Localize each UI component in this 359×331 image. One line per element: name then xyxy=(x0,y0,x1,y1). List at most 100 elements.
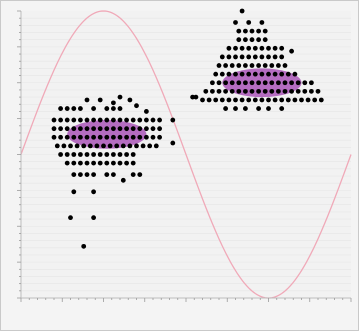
data-point-left xyxy=(117,126,123,132)
data-point-left xyxy=(51,134,57,140)
data-point-left xyxy=(124,117,129,123)
data-point-right xyxy=(226,45,232,51)
data-point-right xyxy=(312,97,318,103)
data-point-left xyxy=(144,109,149,114)
data-point-right xyxy=(302,80,308,86)
data-point-right xyxy=(249,80,255,86)
data-point-left xyxy=(157,117,163,123)
data-point-left xyxy=(91,172,96,177)
data-point-left xyxy=(71,117,77,123)
data-point-right xyxy=(206,97,212,103)
data-point-right xyxy=(259,45,265,51)
data-point-right xyxy=(229,63,235,68)
data-point-left xyxy=(111,117,116,123)
data-point-right xyxy=(279,45,285,51)
data-point-left xyxy=(107,143,113,149)
data-point-left xyxy=(68,215,73,221)
data-point-left xyxy=(137,134,143,140)
data-point-left xyxy=(140,143,146,149)
data-point-right xyxy=(256,106,261,111)
data-point-right xyxy=(279,97,285,103)
data-point-right xyxy=(223,88,229,94)
data-point-right xyxy=(295,88,301,94)
data-point-left xyxy=(84,172,90,177)
data-point-right xyxy=(243,63,248,68)
data-point-right xyxy=(239,97,245,103)
data-point-left xyxy=(51,117,57,123)
data-point-right xyxy=(243,88,248,94)
data-point-right xyxy=(252,45,258,51)
data-point-right xyxy=(292,97,298,103)
data-point-right xyxy=(295,80,301,86)
data-point-left xyxy=(130,172,136,177)
data-point-right xyxy=(239,71,245,77)
data-point-left xyxy=(144,117,149,123)
data-point-left xyxy=(87,143,93,149)
data-point-right xyxy=(229,88,235,94)
data-point-right xyxy=(210,88,215,94)
data-point-left xyxy=(137,126,143,132)
data-point-right xyxy=(249,28,255,34)
data-point-left xyxy=(71,172,77,177)
data-point-right xyxy=(289,88,294,94)
data-point-left xyxy=(58,106,63,111)
data-point-left xyxy=(104,106,110,111)
data-point-right xyxy=(266,106,271,111)
data-point-right xyxy=(272,71,278,77)
data-point-left xyxy=(111,106,116,111)
data-point-left xyxy=(78,134,83,140)
data-point-left xyxy=(127,97,133,103)
data-point-left xyxy=(58,126,63,132)
data-point-right xyxy=(193,94,199,100)
data-point-left xyxy=(71,160,77,166)
data-point-right xyxy=(236,80,242,86)
data-point-left xyxy=(64,152,70,157)
data-point-left xyxy=(64,126,70,132)
data-point-right xyxy=(210,80,215,86)
data-point-left xyxy=(130,152,136,157)
data-point-right xyxy=(279,106,285,111)
data-point-left xyxy=(97,126,103,132)
data-point-left xyxy=(147,143,153,149)
data-point-left xyxy=(78,126,83,132)
data-point-right xyxy=(259,20,265,25)
data-point-left xyxy=(117,152,123,157)
data-point-left xyxy=(84,97,90,103)
data-point-left xyxy=(97,152,103,157)
data-point-left xyxy=(84,134,90,140)
x-axis-ticks xyxy=(20,298,352,302)
data-point-left xyxy=(150,134,156,140)
data-point-left xyxy=(134,103,139,109)
data-point-left xyxy=(153,143,159,149)
data-point-right xyxy=(219,54,225,60)
data-point-right xyxy=(289,80,294,86)
data-point-right xyxy=(246,71,252,77)
data-point-right xyxy=(219,71,225,77)
data-point-left xyxy=(111,172,116,177)
data-point-left xyxy=(120,177,126,183)
data-point-left xyxy=(58,152,63,157)
data-point-right xyxy=(252,71,258,77)
data-point-left xyxy=(104,134,110,140)
data-point-right xyxy=(262,88,268,94)
data-point-left xyxy=(111,134,116,140)
data-point-right xyxy=(226,71,232,77)
data-point-right xyxy=(256,88,261,94)
data-point-right xyxy=(279,71,285,77)
data-point-left xyxy=(150,117,156,123)
data-point-left xyxy=(124,152,129,157)
data-point-left xyxy=(104,152,110,157)
data-point-left xyxy=(144,134,149,140)
data-point-right xyxy=(223,106,229,111)
data-point-left xyxy=(61,143,67,149)
data-point-left xyxy=(58,117,63,123)
density-blob xyxy=(67,120,147,149)
data-point-right xyxy=(223,80,229,86)
data-point-left xyxy=(124,126,129,132)
data-point-right xyxy=(282,63,288,68)
data-point-left xyxy=(170,117,176,123)
data-point-left xyxy=(130,126,136,132)
data-point-left xyxy=(84,117,90,123)
data-point-left xyxy=(91,160,96,166)
